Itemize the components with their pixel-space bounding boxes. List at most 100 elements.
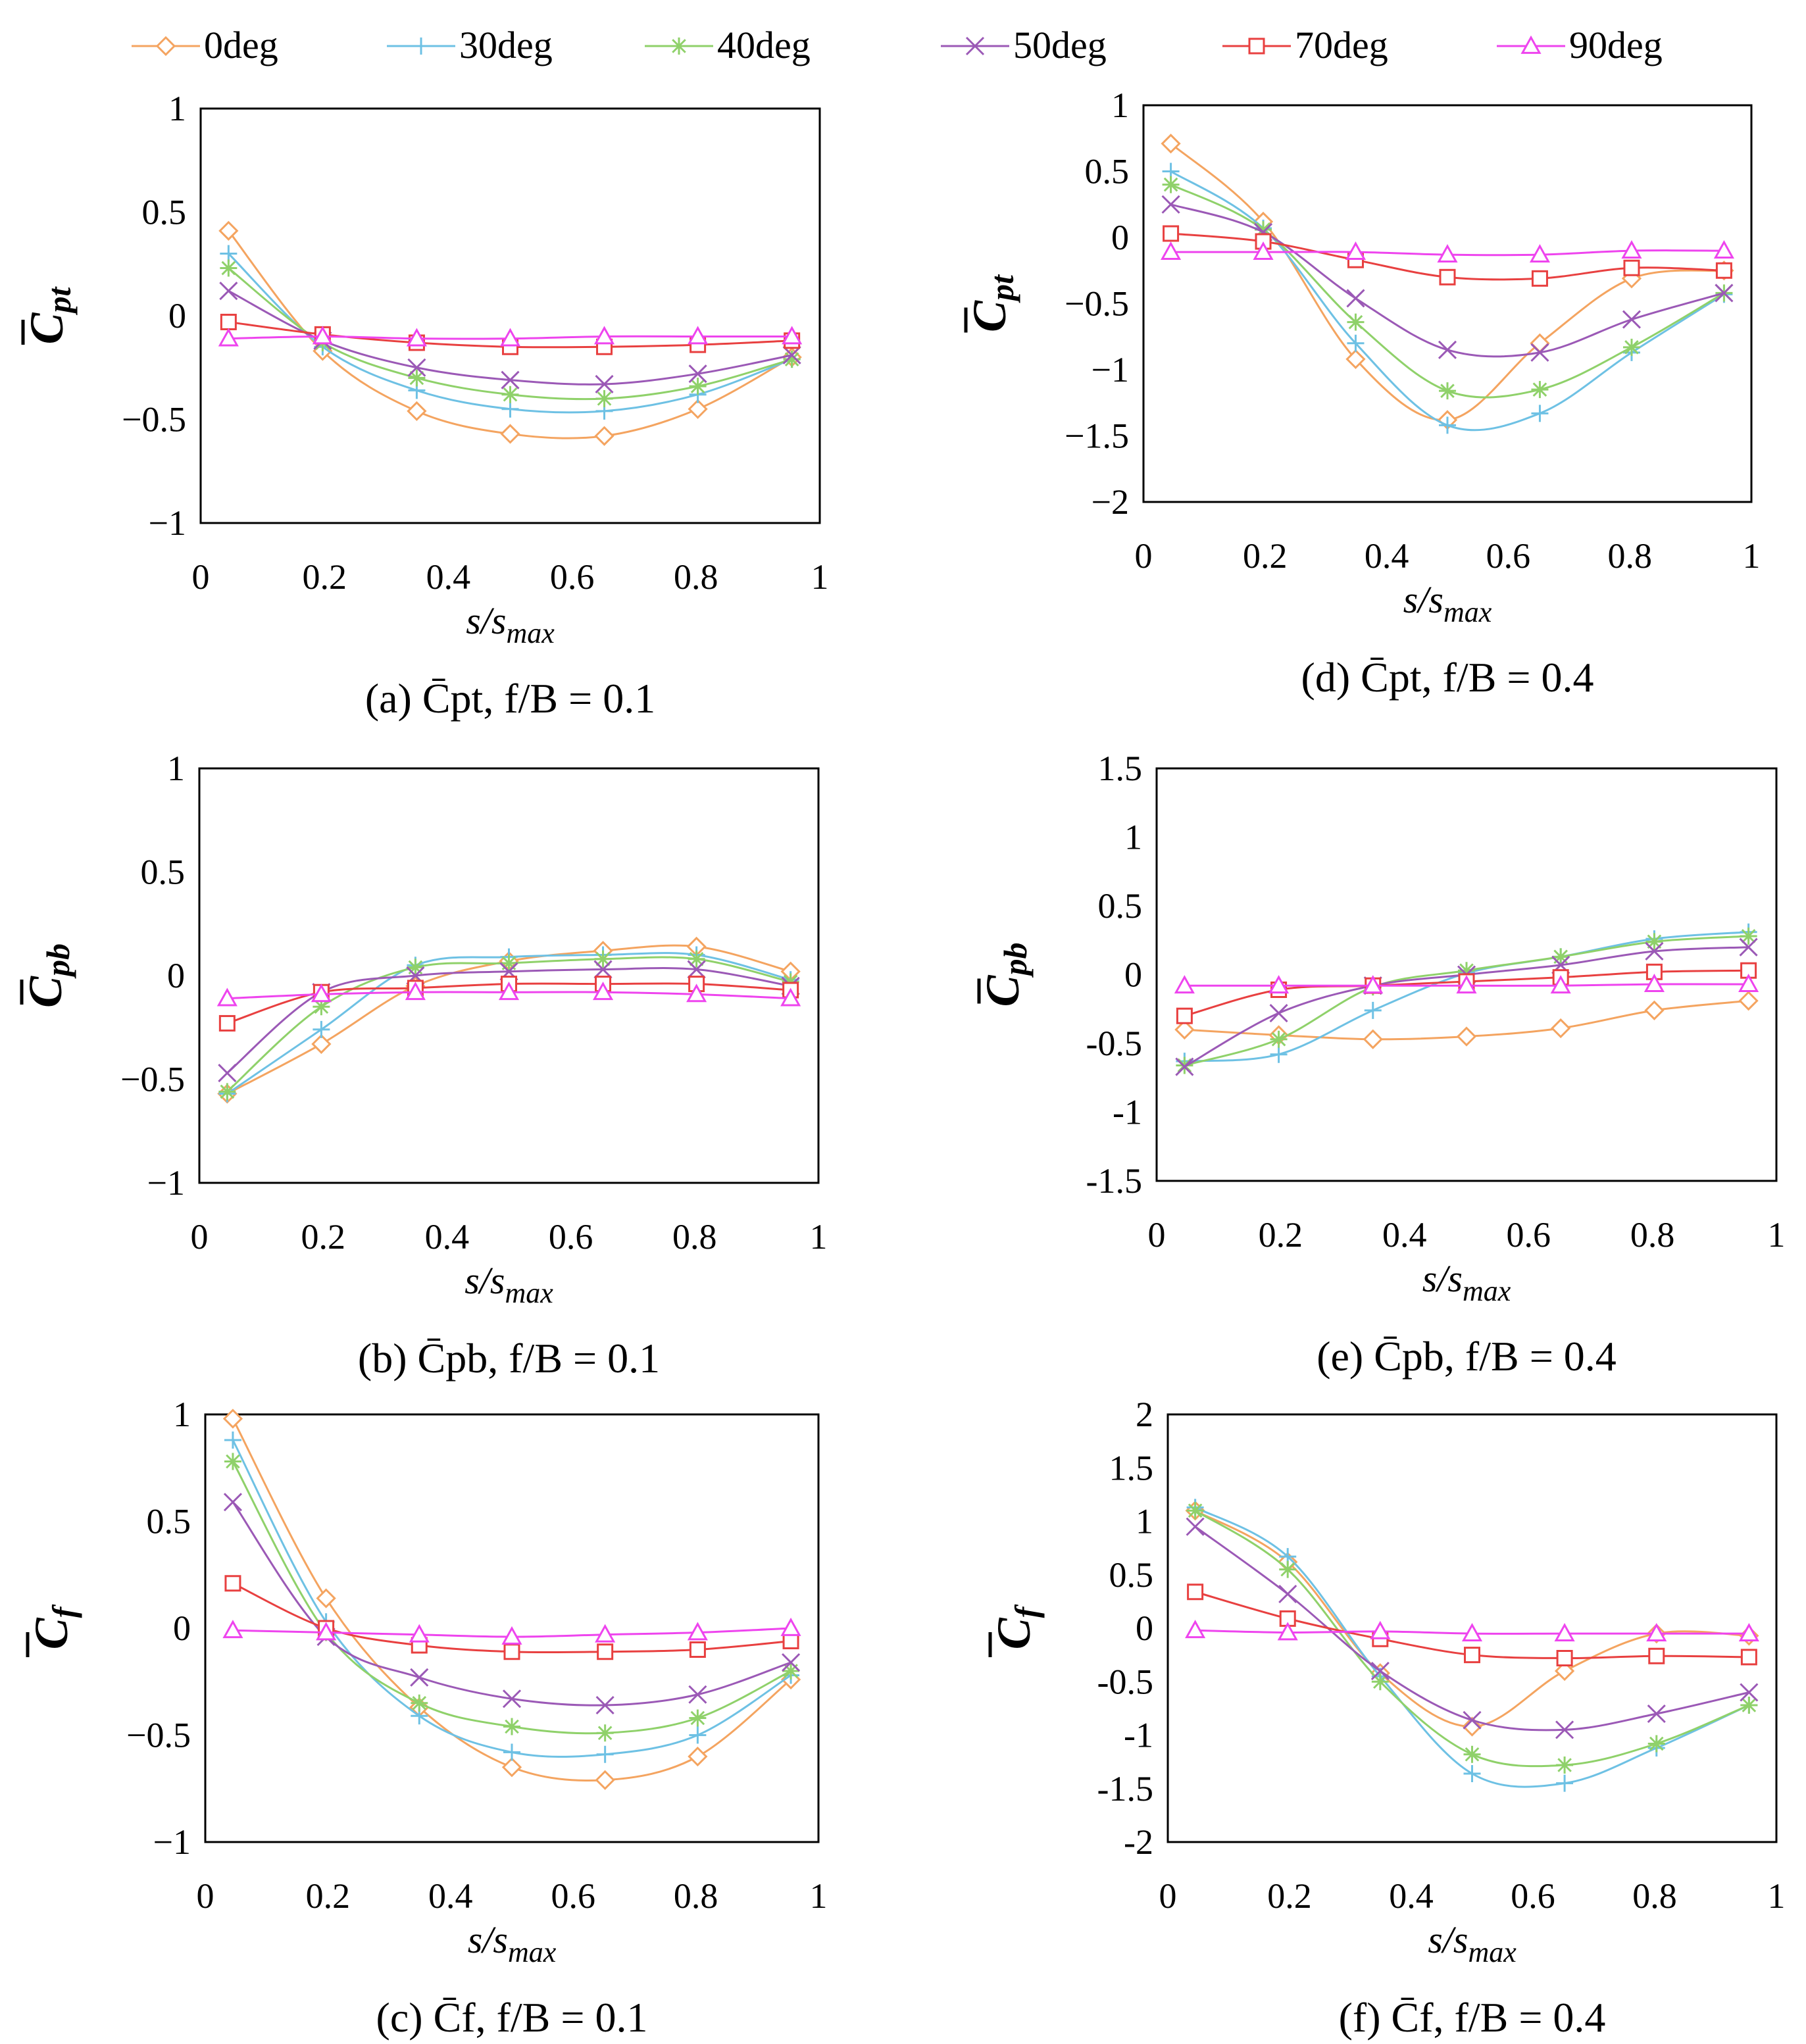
data-point-90deg	[688, 326, 709, 345]
x-axis-label-sub: max	[508, 1936, 557, 1968]
data-point-40deg	[313, 998, 330, 1016]
x-axis-label: s/smax	[464, 1259, 553, 1309]
data-point-0deg	[1644, 1000, 1665, 1020]
y-tick-label: −1	[149, 503, 186, 543]
data-point-50deg	[1555, 1720, 1574, 1739]
y-tick-label: -1.5	[1097, 1769, 1153, 1808]
x-tick-label: 0.2	[302, 557, 347, 597]
y-axis-label-sub: pb	[997, 942, 1034, 978]
y-tick-label: 0	[167, 956, 185, 995]
panel-caption: (b) C̄pb, f/B = 0.1	[358, 1335, 660, 1382]
data-point-0deg	[688, 399, 708, 419]
series-line-50deg	[232, 1501, 791, 1707]
data-point-40deg	[1740, 1697, 1758, 1714]
data-point-50deg	[1186, 1517, 1205, 1536]
series-90deg	[222, 1617, 801, 1645]
x-axis-label: s/smax	[1403, 578, 1492, 628]
data-point-50deg	[223, 1493, 243, 1512]
series-line-0deg	[1194, 1509, 1749, 1728]
y-tick-label: −2	[1091, 482, 1129, 522]
data-point-90deg	[782, 326, 803, 345]
data-point-90deg	[593, 326, 615, 345]
data-point-70deg	[1715, 262, 1732, 279]
legend-label-40deg: 40deg	[717, 24, 811, 66]
chart-a: −1 −0.5 0 0.5 1 0 0.2 0.4 0.6 0.8 1 s/smax Cpt (a) C̄…	[20, 89, 829, 722]
data-point-70deg	[218, 1014, 236, 1032]
panel-caption: (e) C̄pb, f/B = 0.4	[1317, 1333, 1617, 1380]
data-point-50deg	[781, 1653, 801, 1672]
data-point-90deg	[1643, 974, 1665, 993]
data-point-70deg	[1439, 268, 1456, 286]
y-tick-label: -1	[1113, 1093, 1142, 1132]
data-point-50deg	[1278, 1584, 1297, 1604]
x-tick-label: 0.8	[1630, 1215, 1675, 1255]
x-tick-label: 0	[197, 1876, 214, 1916]
data-point-40deg	[1740, 927, 1757, 945]
y-axis-label: Cpt	[963, 274, 1020, 333]
data-point-50deg	[1739, 937, 1758, 957]
data-point-30deg	[1439, 416, 1456, 434]
series-line-40deg	[1170, 184, 1725, 399]
legend-item-50deg: 50deg	[941, 24, 1107, 66]
data-point-0deg	[1161, 134, 1181, 154]
y-axis-label: Cpb	[976, 942, 1034, 1007]
data-point-40deg	[407, 959, 424, 976]
x-axis-label: s/smax	[466, 599, 555, 649]
x-tick-label: 0.6	[550, 557, 595, 597]
data-point-70deg	[1556, 1650, 1573, 1666]
series-90deg	[218, 326, 803, 347]
x-axis-label: s/smax	[1422, 1257, 1511, 1307]
y-axis-label-sub: pt	[984, 274, 1020, 303]
data-point-30deg	[313, 1020, 330, 1038]
y-tick-label: 0.5	[147, 1502, 191, 1541]
plot-area-frame	[198, 767, 820, 1184]
x-tick-label: 0.6	[549, 1217, 593, 1257]
y-tick-label: 1	[168, 89, 186, 128]
data-point-70deg	[1531, 270, 1548, 287]
legend-marker-30deg	[413, 37, 430, 55]
data-point-0deg	[594, 426, 615, 446]
x-tick-label: 0.4	[428, 1876, 473, 1916]
data-point-50deg	[688, 1685, 707, 1704]
series-40deg	[1186, 1502, 1758, 1774]
data-point-50deg	[407, 358, 426, 377]
data-point-0deg	[501, 1757, 522, 1778]
series-30deg	[1176, 923, 1757, 1070]
data-point-90deg	[780, 1617, 801, 1636]
y-axis-label-text: Cf	[988, 1604, 1045, 1649]
data-point-70deg	[1163, 225, 1180, 242]
data-point-40deg	[503, 1718, 520, 1735]
x-tick-label: 0	[1148, 1215, 1166, 1255]
legend-marker-70deg	[1248, 37, 1265, 55]
data-point-90deg	[1185, 1620, 1206, 1639]
data-point-30deg	[689, 1726, 707, 1744]
y-tick-label: −0.5	[122, 400, 186, 439]
data-point-90deg	[1456, 975, 1477, 994]
data-point-0deg	[500, 424, 520, 444]
data-point-50deg	[1463, 1710, 1482, 1730]
y-tick-label: 0.5	[1109, 1555, 1154, 1595]
x-axis-label-main: s/s	[1428, 1918, 1468, 1961]
x-tick-label: 0.4	[426, 557, 471, 597]
legend-marker-50deg	[965, 36, 985, 56]
data-point-90deg	[1738, 974, 1759, 993]
chart-f: -2 -1.5 -1 -0.5 0 0.5 1 1.5 2 0 0.2 0.4 0.6 0.8 1 s/sma…	[988, 1395, 1786, 2041]
y-axis-label-sub: f	[45, 1604, 82, 1618]
data-point-90deg	[218, 328, 239, 347]
x-tick-label: 0.6	[1486, 536, 1531, 576]
y-tick-label: 0	[1136, 1608, 1153, 1648]
y-tick-label: −0.5	[120, 1060, 185, 1099]
y-tick-label: −1	[147, 1163, 185, 1203]
x-tick-label: 0	[1135, 536, 1153, 576]
x-axis-label-sub: max	[1468, 1936, 1517, 1968]
x-tick-label: 0.2	[306, 1876, 351, 1916]
chart-e: -1.5 -1 -0.5 0 0.5 1 1.5 0 0.2 0.4 0.6 0.8 1 s/smax Cp…	[976, 749, 1786, 1380]
data-point-40deg	[1186, 1502, 1204, 1520]
y-tick-label: 0.5	[142, 193, 187, 232]
y-tick-label: 1	[1136, 1502, 1153, 1541]
data-point-40deg	[782, 973, 799, 991]
data-point-40deg	[1279, 1560, 1297, 1578]
y-tick-label: 0	[1124, 955, 1142, 995]
series-50deg	[1186, 1517, 1759, 1739]
